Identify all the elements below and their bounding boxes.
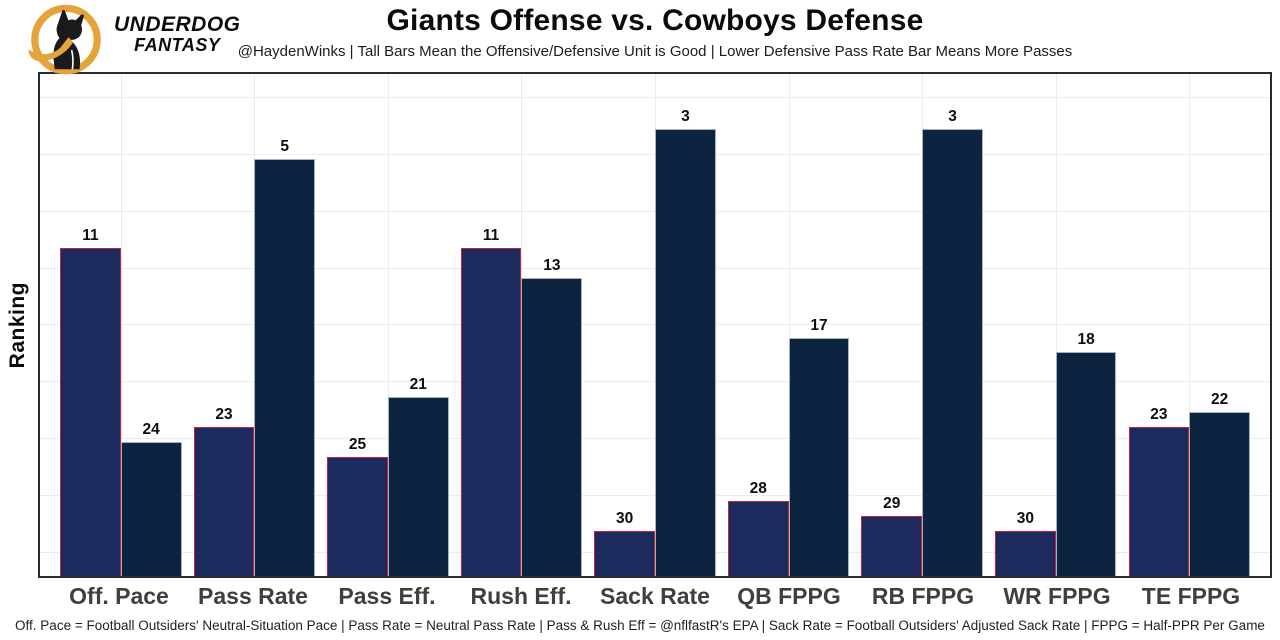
v-gridline — [1055, 74, 1057, 576]
bar-value-label: 3 — [681, 107, 690, 125]
category-column: 11 13 — [455, 74, 589, 576]
category-column: 25 21 — [321, 74, 455, 576]
y-axis-label-wrap: Ranking — [2, 72, 34, 578]
header-titles: Giants Offense vs. Cowboys Defense @Hayd… — [38, 4, 1272, 60]
x-axis-category-label: RB FPPG — [871, 583, 975, 609]
bar-pair: 11 24 — [54, 74, 188, 576]
bar-value-label: 30 — [1016, 510, 1034, 528]
bar-defense: 18 — [1055, 331, 1117, 576]
chart-subtitle: @HaydenWinks | Tall Bars Mean the Offens… — [237, 43, 1073, 60]
bar-pair: 29 3 — [855, 74, 989, 576]
x-axis-labels: Off. Pace Pass Rate Pass Eff. Rush Eff. Sack… — [38, 583, 1272, 610]
bar-columns: 11 24 23 5 25 21 11 13 30 3 28 17 29 3 30 18 23 22 — [40, 74, 1270, 576]
bar-offense: 25 — [327, 436, 388, 576]
bar-value-label: 17 — [810, 316, 828, 334]
h-gridline — [40, 381, 1270, 383]
bar-pair: 30 3 — [588, 74, 722, 576]
bar-value-label: 24 — [142, 420, 160, 438]
bar-offense: 23 — [1128, 406, 1190, 576]
bar-value-label: 3 — [948, 107, 957, 125]
bar-pair: 30 18 — [989, 74, 1123, 576]
h-gridline — [40, 495, 1270, 497]
bar-pair: 28 17 — [722, 74, 856, 576]
v-gridline — [788, 74, 790, 576]
bar-defense: 3 — [922, 108, 983, 576]
bar-defense: 24 — [120, 421, 182, 576]
bar-offense: 30 — [594, 510, 656, 576]
bar-pair: 25 21 — [321, 74, 455, 576]
bar-offense: 30 — [994, 510, 1056, 576]
bar-pair: 11 13 — [455, 74, 589, 576]
bar-defense: 17 — [788, 317, 850, 576]
bar-value-label: 23 — [215, 405, 233, 423]
bar-defense: 3 — [655, 108, 716, 576]
h-gridline — [40, 324, 1270, 326]
x-axis-category-label: Pass Eff. — [338, 583, 436, 609]
bar-value-label: 22 — [1211, 391, 1229, 409]
bar-value-label: 30 — [616, 510, 634, 528]
x-axis-category-label: QB FPPG — [737, 583, 841, 609]
brand-line1: UNDERDOG — [114, 13, 241, 36]
h-gridline — [40, 210, 1270, 212]
brand-line2: FANTASY — [134, 35, 221, 56]
x-axis-category-label: Rush Eff. — [470, 583, 572, 609]
y-axis-label: Ranking — [6, 281, 29, 369]
bar-value-label: 13 — [543, 256, 561, 274]
v-gridline — [1189, 74, 1191, 576]
x-axis-category-label: TE FPPG — [1141, 583, 1241, 609]
x-axis-category-label: Off. Pace — [69, 583, 169, 609]
bar-value-label: 11 — [482, 227, 500, 245]
plot-area: 11 24 23 5 25 21 11 13 30 3 28 17 29 3 30 18 23 22 — [38, 72, 1272, 578]
category-column: 29 3 — [855, 74, 989, 576]
underdog-fantasy-logo: UNDERDOG FANTASY — [26, 2, 241, 87]
category-column: 28 17 — [722, 74, 856, 576]
bar-value-label: 28 — [749, 480, 767, 498]
bar-pair: 23 5 — [188, 74, 322, 576]
x-axis-category-label: Pass Rate — [198, 583, 308, 609]
bar-defense: 22 — [1189, 391, 1251, 576]
category-column: 23 5 — [188, 74, 322, 576]
h-gridline — [40, 438, 1270, 440]
v-gridline — [120, 74, 122, 576]
bar-value-label: 25 — [348, 435, 367, 453]
bar-value-label: 11 — [82, 227, 99, 245]
h-gridline — [40, 153, 1270, 155]
brand-wordmark: UNDERDOG FANTASY — [114, 13, 241, 56]
bar-defense: 5 — [254, 138, 316, 576]
category-column: 30 3 — [588, 74, 722, 576]
x-axis-category-label: WR FPPG — [1003, 583, 1111, 609]
bar-offense: 23 — [193, 406, 255, 576]
x-axis-category-label: Sack Rate — [600, 583, 710, 609]
bar-value-label: 5 — [280, 137, 290, 155]
bar-value-label: 18 — [1077, 331, 1095, 349]
underdog-dog-icon — [26, 2, 106, 87]
bar-offense: 11 — [60, 227, 121, 576]
bar-value-label: 21 — [409, 376, 427, 394]
bar-value-label: 29 — [883, 495, 901, 513]
h-gridline — [40, 97, 1270, 99]
bar-defense: 21 — [387, 376, 449, 576]
bar-offense: 28 — [727, 480, 789, 576]
v-gridline — [387, 74, 389, 576]
category-column: 23 22 — [1123, 74, 1257, 576]
bar-value-label: 23 — [1150, 405, 1168, 423]
bar-offense: 29 — [861, 495, 923, 576]
bar-pair: 23 22 — [1123, 74, 1257, 576]
h-gridline — [40, 267, 1270, 269]
footnote: Off. Pace = Football Outsiders' Neutral-… — [15, 618, 1265, 633]
chart-title: Giants Offense vs. Cowboys Defense — [386, 4, 924, 37]
bar-offense: 11 — [460, 227, 522, 576]
category-column: 11 24 — [54, 74, 188, 576]
bar-defense: 13 — [521, 257, 583, 576]
category-column: 30 18 — [989, 74, 1123, 576]
